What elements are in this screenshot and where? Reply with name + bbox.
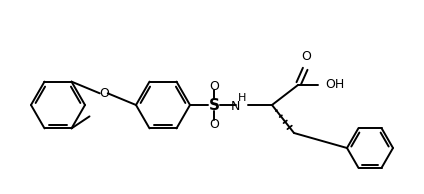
Text: S: S (209, 98, 220, 113)
Text: H: H (238, 93, 246, 103)
Text: O: O (301, 50, 311, 63)
Text: O: O (99, 87, 109, 100)
Text: OH: OH (325, 79, 344, 92)
Text: N: N (231, 100, 240, 113)
Text: O: O (209, 80, 219, 93)
Text: O: O (209, 118, 219, 131)
